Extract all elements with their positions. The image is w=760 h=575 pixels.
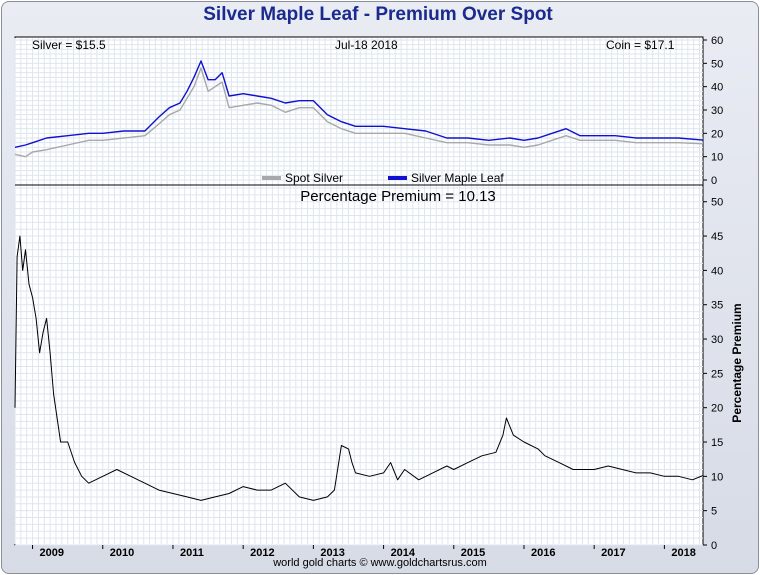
y-tick-label: 10 (711, 471, 723, 483)
y-tick-label: 60 (711, 35, 723, 47)
legend-label-spot: Spot Silver (285, 171, 343, 185)
y-tick-label: 20 (711, 128, 723, 140)
y-axis-label: Percentage Premium (730, 303, 744, 422)
legend-label-coin: Silver Maple Leaf (411, 171, 504, 185)
y-tick-label: 20 (711, 403, 723, 415)
y-tick-label: 50 (711, 58, 723, 70)
y-tick-label: 30 (711, 105, 723, 117)
series-silver-maple-leaf (14, 60, 704, 148)
series-layer (14, 60, 704, 501)
chart-title: Silver Maple Leaf - Premium Over Spot (203, 4, 553, 25)
x-tick-label: 2009 (40, 547, 64, 559)
footer-credit: world gold charts © www.goldchartsrus.co… (273, 557, 487, 569)
silver-price-label: Silver = $15.5 (32, 38, 106, 52)
axis-layer: 0 10 20 30 40 50 60 0 5 10 15 20 25 30 35 40 45 50 2009 201… (32, 35, 723, 559)
y-tick-label: 0 (711, 540, 717, 552)
y-tick-label: 35 (711, 300, 723, 312)
y-tick-label: 0 (711, 175, 717, 187)
y-tick-label: 40 (711, 265, 723, 277)
coin-price-label: Coin = $17.1 (606, 38, 675, 52)
premium-panel-title: Percentage Premium = 10.13 (300, 188, 496, 205)
x-tick-label: 2017 (601, 547, 625, 559)
y-tick-label: 25 (711, 368, 723, 380)
series-percentage-premium (14, 235, 704, 501)
y-tick-label: 10 (711, 152, 723, 164)
x-tick-label: 2018 (671, 547, 695, 559)
y-tick-label: 50 (711, 197, 723, 209)
x-tick-label: 2012 (250, 547, 274, 559)
series-spot-silver (14, 67, 704, 158)
y-tick-label: 30 (711, 334, 723, 346)
x-tick-label: 2010 (110, 547, 134, 559)
x-tick-label: 2016 (531, 547, 555, 559)
y-tick-label: 40 (711, 82, 723, 94)
y-tick-label: 15 (711, 437, 723, 449)
x-tick-label: 2015 (461, 547, 485, 559)
date-label: Jul-18 2018 (335, 38, 398, 52)
x-tick-label: 2014 (391, 547, 416, 559)
x-tick-label: 2013 (320, 547, 344, 559)
y-tick-label: 45 (711, 231, 723, 243)
grid-layer (14, 38, 703, 546)
y-tick-label: 5 (711, 506, 717, 518)
x-tick-label: 2011 (180, 547, 204, 559)
legend: Spot Silver Silver Maple Leaf (262, 171, 504, 185)
